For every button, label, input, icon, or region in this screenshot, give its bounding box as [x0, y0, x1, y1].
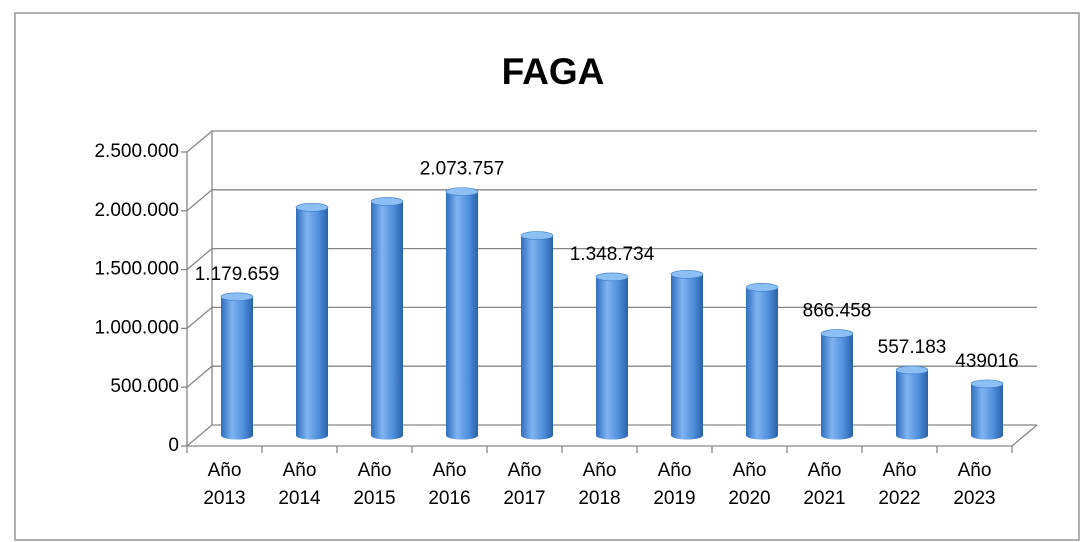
- bar: [820, 329, 854, 440]
- grid-line: [186, 130, 1037, 153]
- x-tick-label-line: 2020: [728, 488, 770, 509]
- x-tick-label-line: 2015: [353, 488, 395, 509]
- x-tick-label: Año 2015: [353, 460, 395, 509]
- x-tick-label-line: Año: [208, 460, 242, 481]
- data-label: 2.073.757: [420, 159, 505, 180]
- y-tick-label: 2.500.000: [94, 141, 179, 162]
- bar-part: [596, 276, 628, 440]
- bar-part: [821, 333, 853, 440]
- x-tick-label: Año 2020: [728, 460, 770, 509]
- bar-part: [896, 369, 928, 440]
- bar-part: [221, 296, 253, 440]
- x-tick-label-line: 2022: [878, 488, 920, 509]
- bar-part: [295, 203, 329, 212]
- x-tick-label: Año 2023: [953, 460, 995, 509]
- bar-part: [445, 187, 479, 196]
- x-tick-label-line: Año: [883, 460, 917, 481]
- bar-part: [670, 270, 704, 279]
- x-tick-label-line: Año: [508, 460, 542, 481]
- x-tick-label-line: 2023: [953, 488, 995, 509]
- bar-part: [446, 191, 478, 440]
- x-tick-label-line: Año: [808, 460, 842, 481]
- bar-part: [595, 272, 629, 282]
- bar: [370, 197, 404, 440]
- bar-part: [745, 283, 779, 292]
- x-tick-label-line: Año: [433, 460, 467, 481]
- x-tick-label: Año 2022: [878, 460, 920, 509]
- bar-part: [371, 201, 403, 440]
- x-tick-label: Año 2013: [203, 460, 245, 509]
- x-tick-label-line: Año: [358, 460, 392, 481]
- x-tick-label-line: 2017: [503, 488, 545, 509]
- bar: [895, 365, 929, 440]
- x-tick-label-line: 2019: [653, 488, 695, 509]
- data-label: 866.458: [803, 301, 872, 322]
- chart-title: FAGA: [502, 51, 605, 92]
- x-tick-label: Año 2019: [653, 460, 695, 509]
- bar: [670, 270, 704, 440]
- x-tick-label-line: Año: [658, 460, 692, 481]
- y-tick-label: 0: [168, 435, 179, 456]
- grid-line: [186, 247, 1037, 271]
- bar-part: [370, 197, 404, 206]
- bar: [595, 272, 629, 440]
- bar-part: [521, 235, 553, 440]
- x-tick-label-line: 2014: [278, 488, 321, 509]
- bar: [220, 292, 254, 440]
- x-tick-label: Año 2016: [428, 460, 470, 509]
- x-tick-label-line: Año: [733, 460, 767, 481]
- bar-part: [220, 292, 254, 302]
- grid-line: [186, 189, 1037, 212]
- x-tick-label-line: Año: [958, 460, 992, 481]
- bar-part: [820, 329, 854, 338]
- bar-part: [746, 287, 778, 440]
- x-tick-label-line: 2013: [203, 488, 245, 509]
- y-tick-label: 1.000.000: [94, 317, 179, 338]
- data-label: 557.183: [878, 337, 947, 358]
- x-tick-label: Año 2021: [803, 460, 845, 509]
- bar: [745, 283, 779, 440]
- bar: [520, 231, 554, 440]
- x-tick-label-line: 2021: [803, 488, 845, 509]
- y-tick-label: 500.000: [110, 376, 179, 397]
- x-tick-label: Año 2017: [503, 460, 545, 509]
- y-tick-label: 1.500.000: [94, 259, 179, 280]
- x-tick-label-line: 2018: [578, 488, 620, 509]
- x-tick-label-line: Año: [583, 460, 617, 481]
- data-label: 439016: [955, 351, 1018, 372]
- x-tick-label-line: 2016: [428, 488, 470, 509]
- data-label: 1.348.734: [570, 244, 655, 265]
- data-label: 1.179.659: [195, 264, 280, 285]
- bar-part: [671, 274, 703, 440]
- bar: [295, 203, 329, 440]
- x-tick-label: Año 2018: [578, 460, 620, 509]
- x-tick-label-line: Año: [283, 460, 317, 481]
- y-tick-label: 2.000.000: [94, 200, 179, 221]
- bar: [970, 379, 1004, 440]
- bar-part: [970, 379, 1004, 389]
- x-tick-label: Año 2014: [278, 460, 321, 509]
- bar-part: [520, 231, 554, 240]
- bar-part: [971, 383, 1003, 440]
- bar-part: [895, 365, 929, 375]
- bar: [445, 187, 479, 440]
- bar-part: [296, 207, 328, 440]
